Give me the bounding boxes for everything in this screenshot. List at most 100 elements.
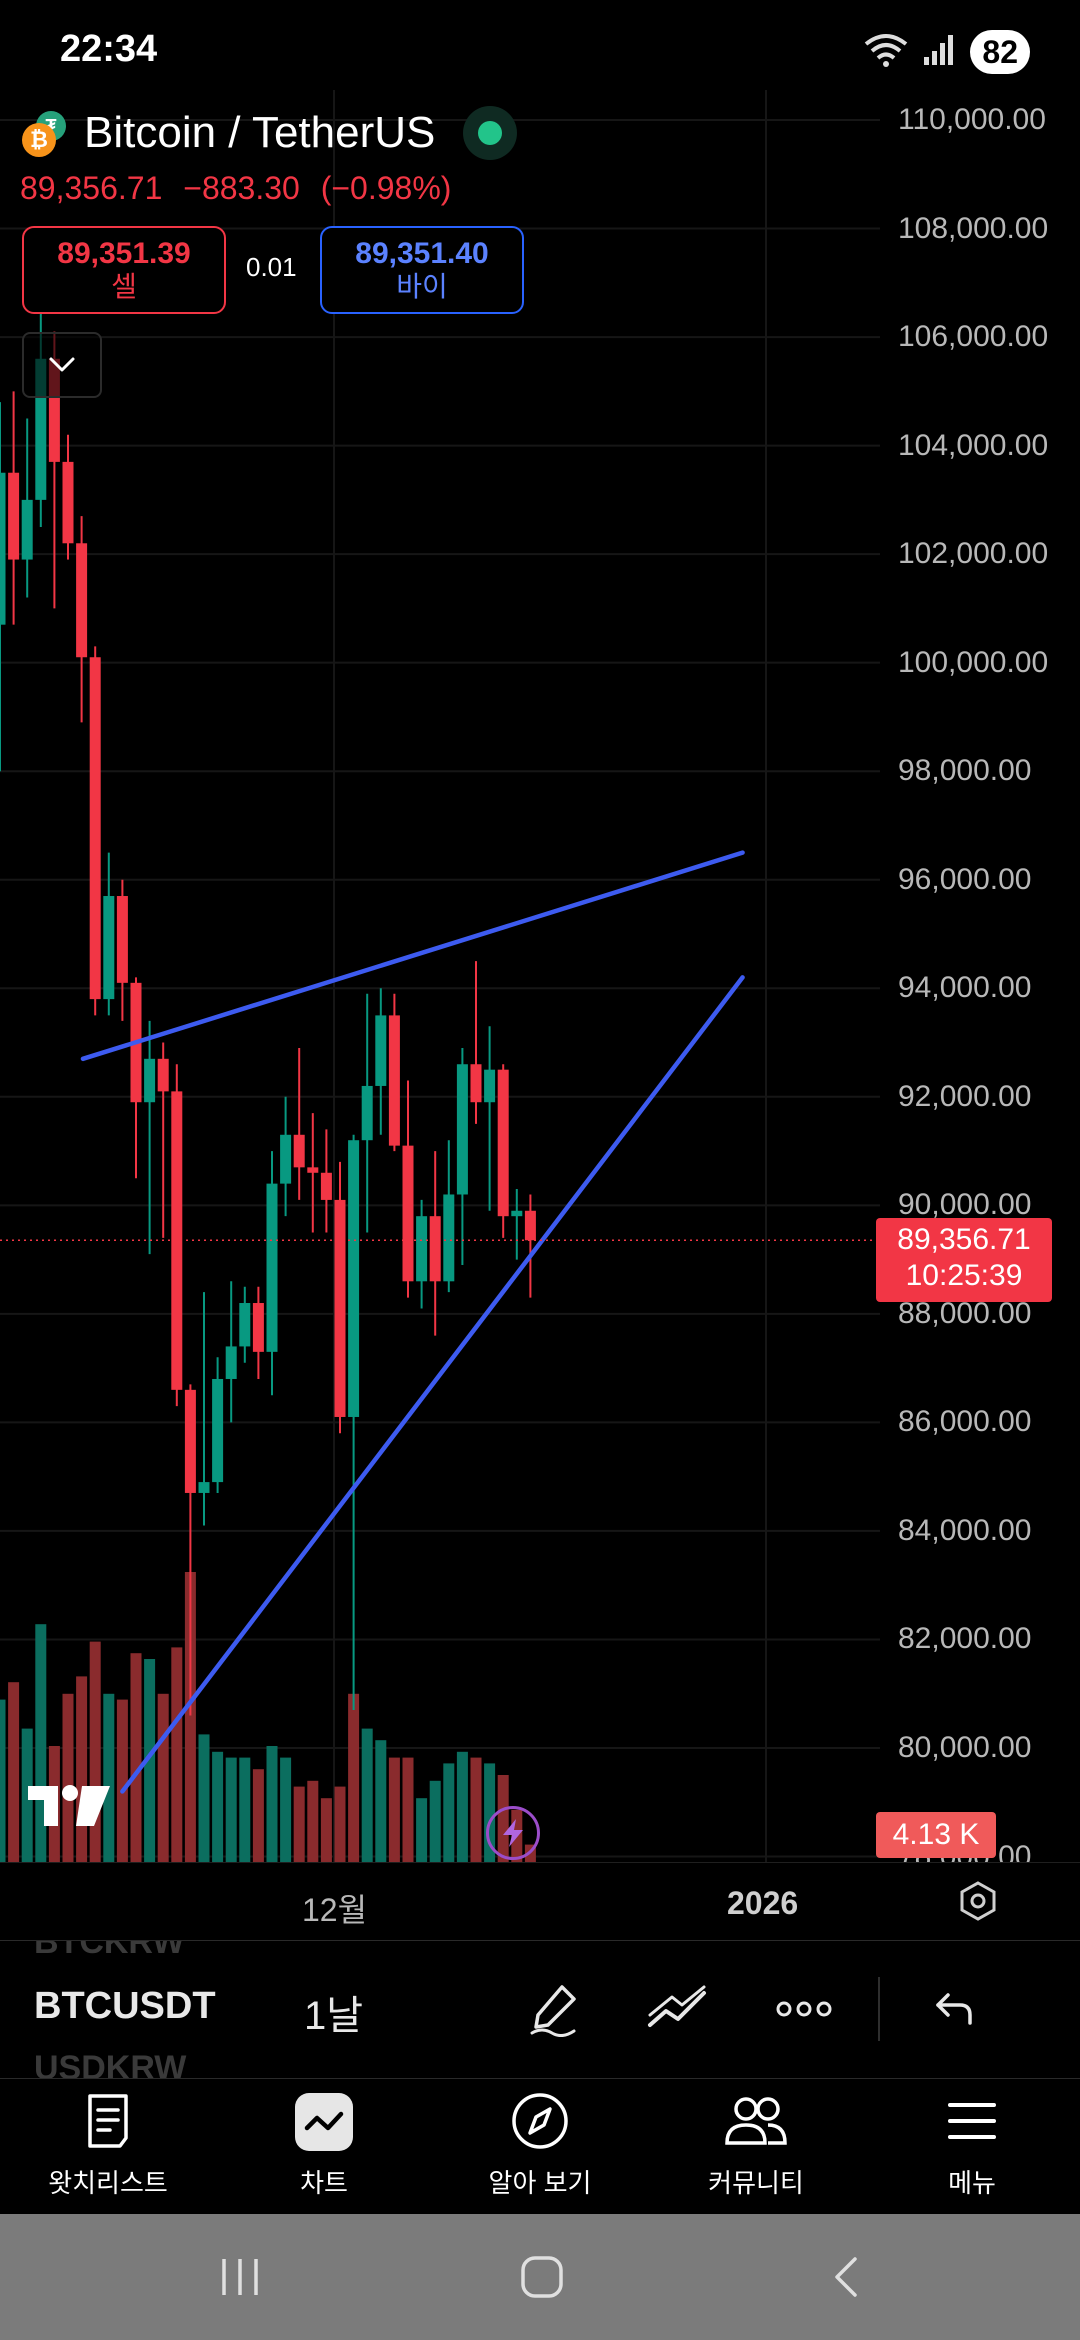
volume-bar [388, 1757, 400, 1862]
interval-selector[interactable]: 1날 [304, 1994, 364, 2038]
candle-body [184, 1389, 196, 1493]
nav-watchlist[interactable]: 왓치리스트 [8, 2089, 208, 2209]
sell-button[interactable]: 89,351.39 셀 [22, 226, 226, 314]
recent-apps-icon[interactable] [200, 2244, 280, 2310]
sell-label: 셀 [111, 271, 137, 302]
candle-body [375, 1015, 387, 1086]
candle-body [157, 1058, 169, 1092]
menu-icon [940, 2089, 1004, 2153]
time-label-2026: 2026 [727, 1885, 799, 1921]
symbol-picker[interactable]: BTCUSDT [34, 1985, 216, 2027]
price-change-row: 89,356.71 −883.30 (−0.98%) [20, 170, 463, 207]
chart-grid [0, 90, 880, 1862]
candles [0, 309, 536, 1716]
price-axis-label: 80,000.00 [898, 1731, 1032, 1764]
candle-body [484, 1069, 496, 1103]
volume-tag: 4.13 K [876, 1812, 996, 1858]
back-icon[interactable] [806, 2244, 886, 2310]
candle-body [307, 1167, 319, 1173]
candle-body [402, 1145, 414, 1282]
nav-explore[interactable]: 알아 보기 [440, 2089, 640, 2209]
collapse-legend-button[interactable] [22, 332, 102, 398]
volume-bar [144, 1659, 156, 1862]
pencil-draw-icon[interactable] [516, 1971, 592, 2047]
volume-bar [212, 1751, 224, 1862]
trendline-tool-icon[interactable] [640, 1971, 716, 2047]
more-options-icon[interactable] [766, 1971, 842, 2047]
candle-body [429, 1216, 441, 1282]
status-icons: 82 [864, 28, 1030, 76]
candle-body [320, 1172, 332, 1200]
volume-bar [307, 1780, 319, 1862]
volume-bar [484, 1763, 496, 1862]
price-axis-label: 100,000.00 [898, 645, 1049, 679]
tradingview-logo-icon[interactable] [26, 1782, 114, 1832]
nav-label-chart: 차트 [300, 2168, 348, 2198]
symbol-title[interactable]: Bitcoin / TetherUS [84, 108, 436, 157]
volume-bar [171, 1647, 183, 1862]
undo-icon[interactable] [916, 1971, 992, 2047]
candle-body [388, 1015, 400, 1146]
candle-body [144, 1058, 156, 1103]
nav-menu[interactable]: 메뉴 [872, 2089, 1072, 2209]
nav-chart[interactable]: 차트 [224, 2089, 424, 2209]
symbol-picker-next[interactable]: USDKRW [34, 2049, 187, 2078]
nav-label-explore: 알아 보기 [488, 2168, 592, 2198]
nav-community[interactable]: 커뮤니티 [656, 2089, 856, 2209]
market-open-icon[interactable] [463, 106, 518, 160]
nav-label-watchlist: 왓치리스트 [48, 2168, 168, 2198]
candle-body [21, 499, 33, 560]
candle-body [280, 1134, 292, 1184]
candlestick-chart[interactable] [0, 90, 1080, 1862]
lightning-bolt-icon[interactable] [486, 1806, 540, 1860]
buy-button[interactable]: 89,351.40 바이 [320, 226, 524, 314]
candle-body [334, 1199, 346, 1417]
sell-price: 89,351.39 [57, 237, 191, 270]
volume-bar [280, 1757, 292, 1862]
buy-label: 바이 [396, 271, 448, 302]
chart-settings-icon[interactable] [956, 1879, 1000, 1923]
community-icon [724, 2089, 788, 2153]
candle-body [35, 358, 47, 500]
candle-body [171, 1091, 183, 1390]
candle-body [470, 1064, 482, 1103]
volume-bar [198, 1734, 210, 1862]
price-axis-label: 94,000.00 [898, 971, 1032, 1005]
candle-body [103, 896, 115, 1000]
volume-bar [157, 1693, 169, 1862]
chart-icon [295, 2093, 353, 2151]
home-icon[interactable] [502, 2244, 582, 2310]
status-bar: 22:34 82 [0, 0, 1080, 100]
volume-bar [35, 1624, 47, 1862]
candle-body [116, 896, 128, 983]
symbol-header[interactable]: ₮ ₿ Bitcoin / TetherUS [20, 98, 518, 168]
price-change-pct: (−0.98%) [320, 170, 452, 206]
symbol-toolbar: BTCKRW BTCUSDT USDKRW 1날 [0, 1940, 1080, 2078]
btc-coin-icon: ₿ [22, 123, 56, 157]
price-axis-label: 108,000.00 [898, 211, 1049, 245]
price-axis-label: 88,000.00 [898, 1296, 1032, 1330]
candle-body [225, 1346, 237, 1379]
chevron-down-icon [49, 357, 75, 372]
candle-body [198, 1482, 210, 1493]
toolbar-divider [878, 1977, 880, 2041]
volume-bar [348, 1693, 360, 1862]
chart-area[interactable]: 110,000.00 108,000.00 106,000.00 104,000.00… [0, 90, 1080, 1862]
nav-label-community: 커뮤니티 [708, 2168, 804, 2198]
price-axis-label: 86,000.00 [898, 1405, 1032, 1439]
signal-icon [922, 33, 956, 72]
nav-label-menu: 메뉴 [948, 2168, 996, 2198]
volume-bar [239, 1757, 251, 1862]
wifi-icon [864, 32, 908, 73]
candle-body [456, 1064, 468, 1195]
time-axis[interactable]: 12월 2026 [0, 1862, 1080, 1940]
price-axis-label: 96,000.00 [898, 862, 1032, 896]
time-label-december: 12월 [302, 1892, 368, 1928]
candle-body [266, 1183, 278, 1352]
candle-body [443, 1194, 455, 1282]
price-axis-label: 98,000.00 [898, 754, 1032, 788]
last-price: 89,356.71 [20, 170, 163, 206]
volume-bar [361, 1728, 373, 1862]
symbol-picker-prev[interactable]: BTCKRW [34, 1940, 185, 1961]
spread-value: 0.01 [246, 252, 297, 282]
